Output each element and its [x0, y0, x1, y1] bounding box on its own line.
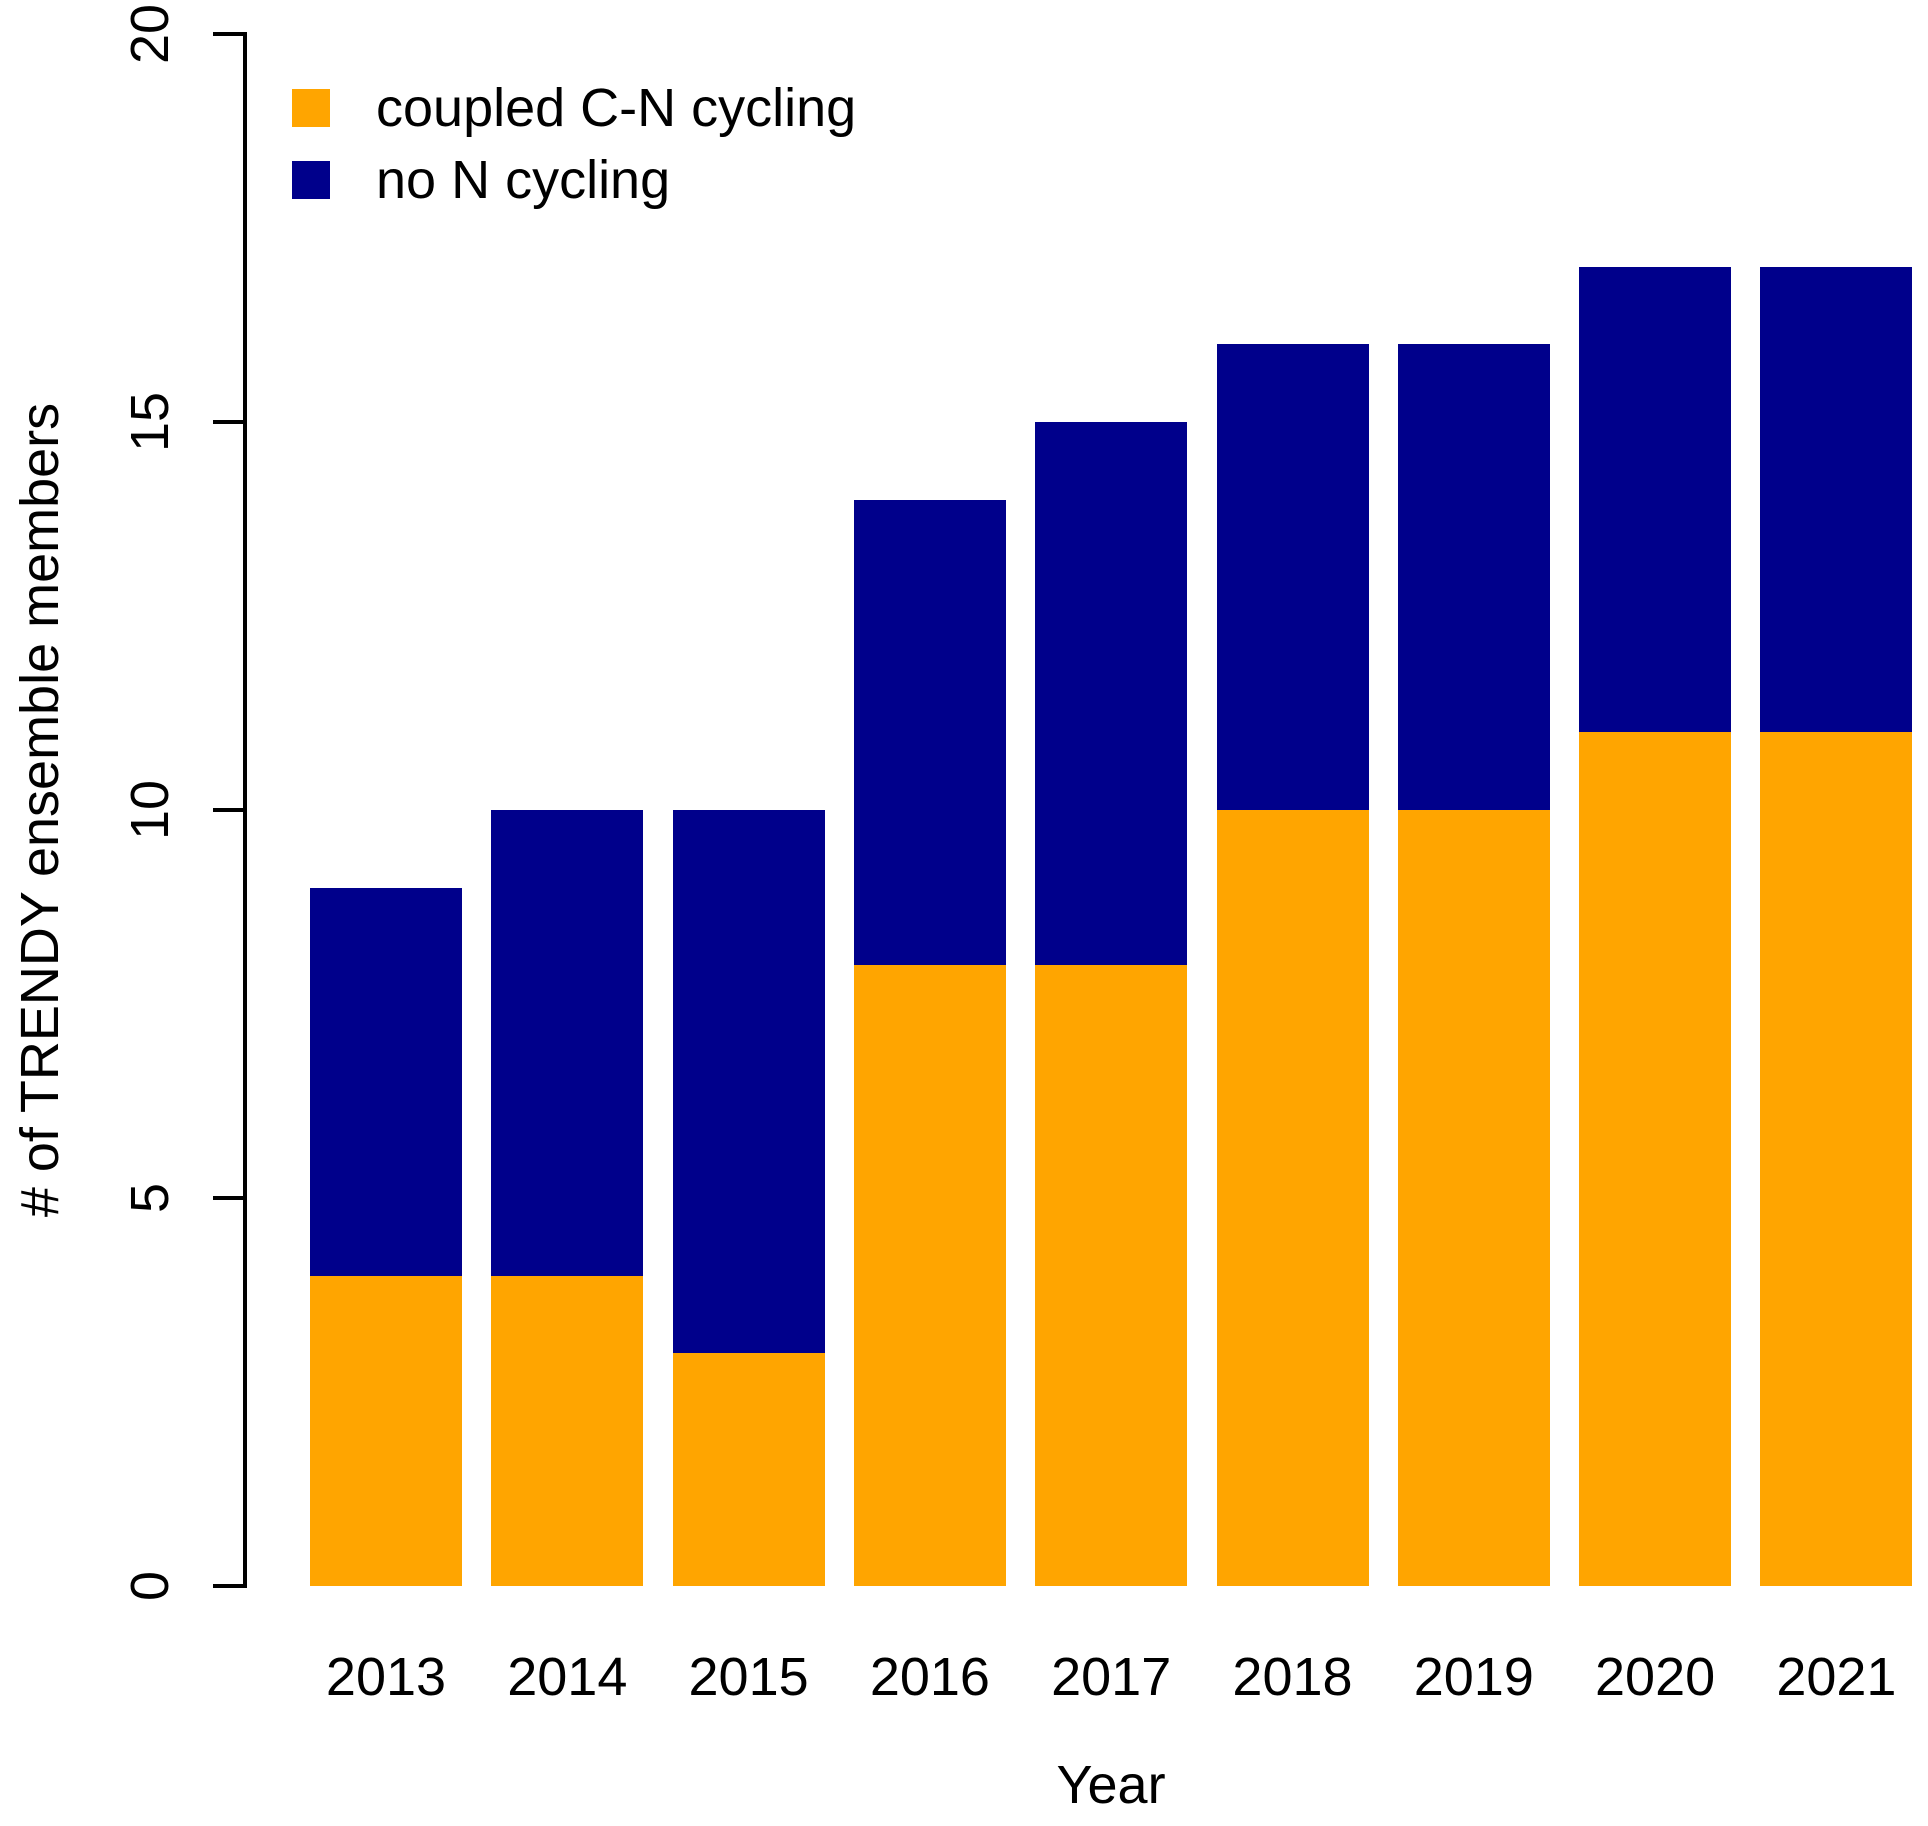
legend-item-label: coupled C-N cycling: [376, 78, 857, 138]
y-tick-label-20: 20: [120, 3, 180, 65]
y-tick-mark-15: [213, 420, 245, 424]
legend-item-label: no N cycling: [376, 150, 671, 210]
bar-segment-2015-no-N-cycling: [672, 810, 825, 1354]
legend-item-coupled-C-N-cycling: coupled C-N cycling: [292, 72, 856, 144]
bar-segment-2013-coupled-C-N-cycling: [310, 1275, 462, 1586]
bar-segment-2015-coupled-C-N-cycling: [672, 1353, 825, 1586]
bar-segment-2018-coupled-C-N-cycling: [1216, 810, 1369, 1586]
y-tick-mark-5: [213, 1196, 245, 1200]
legend-swatch-icon: [292, 89, 330, 127]
y-tick-label-15: 15: [120, 391, 180, 453]
bar-segment-2016-coupled-C-N-cycling: [853, 965, 1006, 1586]
legend-item-no-N-cycling: no N cycling: [292, 144, 856, 216]
bar-segment-2021-coupled-C-N-cycling: [1760, 732, 1913, 1586]
x-tick-label-2014: 2014: [507, 1647, 628, 1707]
x-tick-label-2021: 2021: [1776, 1647, 1897, 1707]
bar-segment-2014-coupled-C-N-cycling: [491, 1275, 644, 1586]
bar-segment-2020-coupled-C-N-cycling: [1579, 732, 1732, 1586]
bar-segment-2018-no-N-cycling: [1216, 344, 1369, 810]
y-tick-label-5: 5: [120, 1182, 180, 1214]
bar-segment-2014-no-N-cycling: [491, 810, 644, 1276]
x-tick-label-2019: 2019: [1413, 1647, 1534, 1707]
y-tick-mark-10: [213, 808, 245, 812]
legend: coupled C-N cycling no N cycling: [292, 72, 856, 216]
y-tick-mark-20: [213, 32, 245, 36]
x-tick-label-2017: 2017: [1051, 1647, 1172, 1707]
x-axis-title: Year: [1056, 1755, 1166, 1815]
y-tick-label-10: 10: [120, 779, 180, 841]
legend-swatch-icon: [292, 161, 330, 199]
x-tick-label-2020: 2020: [1595, 1647, 1716, 1707]
x-tick-label-2013: 2013: [325, 1647, 447, 1707]
x-tick-label-2015: 2015: [688, 1647, 809, 1707]
bar-segment-2017-coupled-C-N-cycling: [1035, 965, 1188, 1586]
bar-segment-2021-no-N-cycling: [1760, 266, 1913, 733]
bar-segment-2017-no-N-cycling: [1035, 422, 1188, 966]
y-tick-label-0: 0: [120, 1570, 180, 1602]
x-tick-label-2016: 2016: [869, 1647, 990, 1707]
x-tick-label-2018: 2018: [1232, 1647, 1353, 1707]
y-axis-line: [243, 32, 247, 1588]
y-tick-mark-0: [213, 1584, 245, 1588]
y-axis-title: # of TRENDY ensemble members: [10, 402, 70, 1218]
bar-segment-2020-no-N-cycling: [1579, 266, 1732, 733]
bar-segment-2019-coupled-C-N-cycling: [1397, 810, 1550, 1586]
bar-segment-2016-no-N-cycling: [853, 499, 1006, 966]
bar-segment-2019-no-N-cycling: [1397, 344, 1550, 810]
bar-segment-2013-no-N-cycling: [310, 887, 462, 1276]
